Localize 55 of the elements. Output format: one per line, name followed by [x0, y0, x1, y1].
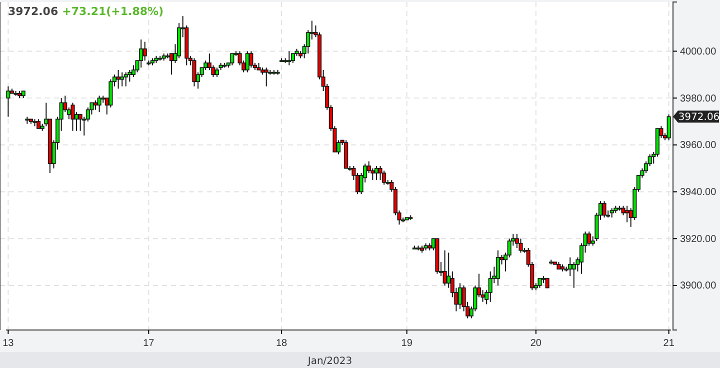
candlestick: [568, 256, 572, 277]
candlestick: [572, 262, 576, 288]
x-tick-label: 17: [143, 338, 155, 349]
candlestick: [249, 50, 254, 68]
candlestick: [108, 78, 113, 108]
y-tick-label: 3900.00: [680, 280, 717, 292]
candlestick: [230, 53, 234, 66]
x-tick-label: 21: [663, 338, 675, 349]
candlestick: [142, 41, 147, 62]
y-tick-label: 3980.00: [680, 93, 717, 104]
candlestick: [70, 102, 75, 132]
candlestick: [6, 86, 10, 118]
x-axis-title: Jan/2023: [306, 356, 352, 367]
candlestick: [488, 270, 492, 302]
candlestick: [374, 166, 378, 181]
candlestick: [514, 233, 519, 248]
candlestick: [139, 38, 144, 68]
candlestick: [287, 50, 292, 66]
y-tick-label: 3920.00: [680, 234, 717, 245]
chart-subtitle: +73.21(+1.88%): [62, 5, 164, 18]
candlestick: [290, 53, 295, 64]
candlestick: [192, 58, 196, 87]
candlestick: [610, 208, 614, 218]
y-tick-label: 3940.00: [680, 186, 717, 198]
y-tick-label: 3960.00: [680, 140, 717, 152]
candlestick: [214, 67, 220, 78]
candlestick: [120, 72, 124, 87]
candlestick: [378, 166, 382, 181]
candlestick: [36, 118, 41, 130]
candlestick: [587, 231, 592, 246]
candlestick: [666, 114, 671, 141]
candlestick: [458, 282, 462, 310]
candlestick: [128, 69, 132, 82]
candlestick: [93, 100, 98, 110]
candlestick: [382, 170, 386, 186]
candlestick: [496, 250, 500, 286]
x-tick-label: 18: [276, 338, 288, 349]
candlestick: [518, 238, 523, 254]
text: 3972.06: [678, 112, 720, 124]
candlestick: [442, 250, 447, 286]
candlestick: [625, 205, 630, 223]
candlestick: [124, 72, 128, 87]
candlestick: [602, 200, 606, 218]
y-tick-label: 4000.00: [680, 46, 717, 58]
candlestick: [97, 95, 102, 113]
chart-title: 3972.06: [8, 5, 58, 18]
candlestick: [538, 278, 542, 288]
candlestick: [78, 114, 82, 132]
candlestick: [545, 278, 550, 288]
x-tick-label: 13: [2, 338, 14, 349]
x-tick-label: 20: [530, 338, 542, 349]
candlestick: [169, 53, 174, 76]
candlestick: [245, 50, 250, 73]
candlestick: [264, 67, 268, 87]
x-tick-label: 19: [401, 338, 413, 349]
